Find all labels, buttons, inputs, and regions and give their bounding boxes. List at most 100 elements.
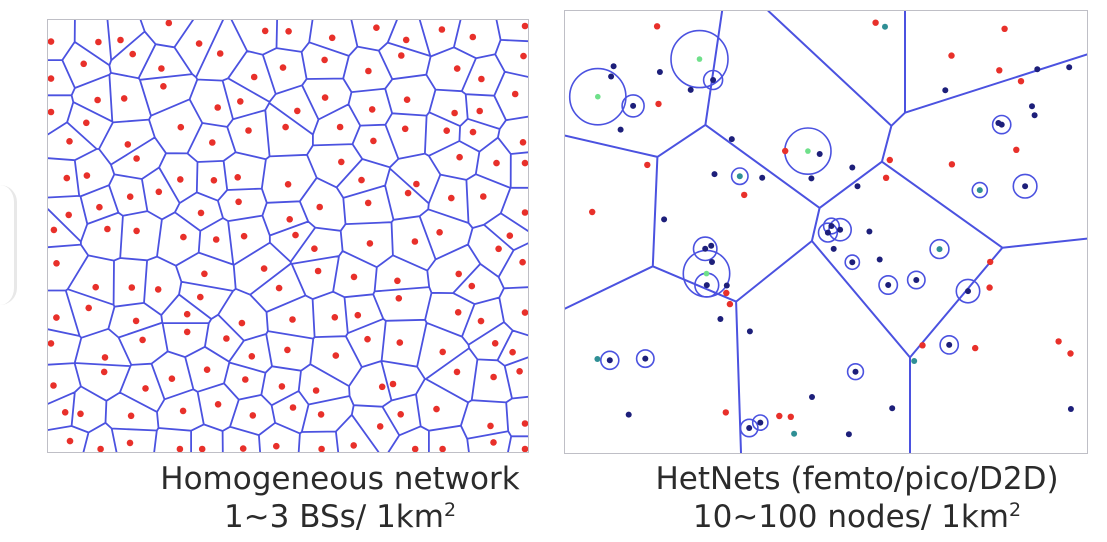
macro-bs-dot: [726, 300, 734, 308]
macro-bs-dot: [398, 52, 405, 59]
macro-bs-dot: [741, 191, 748, 199]
macro-bs-dot: [331, 314, 339, 321]
macro-bs-dot: [468, 282, 476, 290]
macro-bs-dot: [402, 36, 410, 44]
coverage-circle: [751, 414, 769, 431]
macro-bs-dot: [396, 339, 404, 346]
macro-bs-dot: [212, 236, 220, 243]
small-cell-dot: [746, 328, 753, 335]
macro-bs-dot: [506, 232, 514, 239]
small-cell-dot: [661, 216, 668, 223]
coverage-circle: [991, 114, 1012, 135]
macro-bs-dot: [284, 181, 292, 188]
macro-bs-dot: [350, 442, 358, 449]
macro-bs-dot: [63, 174, 71, 182]
macro-bs-dot: [723, 289, 730, 297]
macro-bs-dot: [83, 119, 90, 127]
macro-bs-dot: [311, 245, 318, 252]
small-cell-dot: [630, 102, 637, 109]
macro-bs-dot: [249, 412, 257, 419]
macro-bs-dot: [92, 283, 99, 291]
macro-bs-dot: [490, 373, 497, 381]
macro-bs-dot: [209, 139, 216, 146]
macro-bs-dot: [289, 316, 296, 323]
macro-bs-dot: [312, 387, 320, 394]
coverage-circle: [817, 222, 839, 243]
small-cell-dot: [885, 282, 892, 288]
macro-bs-dot: [413, 180, 420, 188]
macro-bs-dot: [376, 423, 384, 430]
small-cell-dot: [610, 63, 617, 70]
small-cell-dot: [696, 56, 703, 62]
macro-bs-dot: [365, 67, 372, 75]
macro-bs-dot: [223, 335, 230, 342]
macro-bs-dot: [404, 189, 412, 197]
macro-bs-dot: [234, 174, 241, 181]
macro-bs-dot: [454, 309, 462, 316]
macro-bs-dot: [120, 95, 128, 102]
macro-bs-dot: [260, 265, 268, 272]
small-cell-dot: [942, 87, 949, 94]
macro-bs-dot: [469, 33, 477, 41]
small-cell-dot: [1022, 183, 1029, 190]
macro-bs-dot: [948, 52, 955, 59]
small-cell-dot: [608, 73, 615, 80]
macro-bs-dot: [451, 109, 458, 117]
small-cell-dot: [625, 411, 632, 418]
macro-bs-dot: [65, 211, 72, 219]
macro-bs-dot: [453, 65, 461, 72]
macro-bs-dot: [782, 147, 789, 155]
macro-bs-dot: [919, 342, 926, 349]
macro-bs-dot: [160, 83, 167, 90]
small-cell-dot: [837, 226, 844, 233]
macro-bs-dot: [77, 410, 84, 418]
macro-bs-dot: [132, 317, 140, 325]
coverage-circle: [599, 350, 620, 371]
cell-boundary-paths: [48, 20, 528, 452]
small-cell-dot: [830, 245, 837, 252]
hetnet-tessellation: [565, 11, 1087, 453]
macro-bs-dot: [354, 311, 362, 319]
macro-bs-dot: [490, 439, 497, 446]
macro-bs-dot: [493, 159, 500, 167]
macro-bs-dot: [519, 139, 527, 146]
small-cell-dot: [946, 341, 953, 348]
coverage-circle: [939, 334, 960, 355]
macro-bs-dot: [453, 368, 461, 376]
small-cell-dot: [708, 242, 715, 249]
macro-bs-dot: [948, 161, 956, 168]
small-cell-dot: [845, 431, 852, 438]
macro-bs-dot: [433, 405, 440, 413]
small-cell-dot: [936, 246, 943, 253]
small-cell-dot: [703, 282, 710, 289]
small-cell-coverage: [568, 29, 1038, 438]
macro-bs-dot: [439, 445, 446, 452]
macro-bs-dot: [286, 216, 293, 223]
coverage-circle: [906, 270, 926, 290]
macro-bs-dot: [197, 293, 204, 301]
coverage-circle: [635, 349, 655, 369]
macro-bs-dot: [179, 407, 187, 415]
hetnet-caption: HetNets (femto/pico/D2D) 10~100 nodes/ 1…: [612, 460, 1102, 536]
macro-bs-dot: [519, 258, 526, 266]
coverage-circle: [1012, 173, 1038, 199]
macro-bs-dot: [1017, 78, 1025, 85]
macro-bs-dot: [316, 203, 324, 211]
small-cell-dot: [965, 288, 971, 295]
small-cell-dot: [1066, 64, 1073, 71]
small-cell-dot: [710, 77, 717, 83]
small-cell-dot: [703, 270, 710, 277]
macro-bs-dot: [292, 231, 299, 239]
macro-bs-dot: [195, 40, 203, 47]
macro-bs-dot: [338, 158, 345, 166]
macro-bs-dot: [282, 123, 289, 131]
macro-bs-dot: [882, 174, 890, 181]
small-cell-dot: [759, 174, 766, 181]
macro-bs-dot: [104, 225, 111, 233]
macro-bs-dot: [50, 226, 58, 234]
macro-bs-dot: [85, 304, 92, 312]
macro-bs-dot: [66, 437, 74, 445]
macro-bs-dot: [1013, 146, 1020, 153]
macro-bs-dot: [203, 366, 211, 374]
macro-bs-dot: [411, 445, 419, 452]
